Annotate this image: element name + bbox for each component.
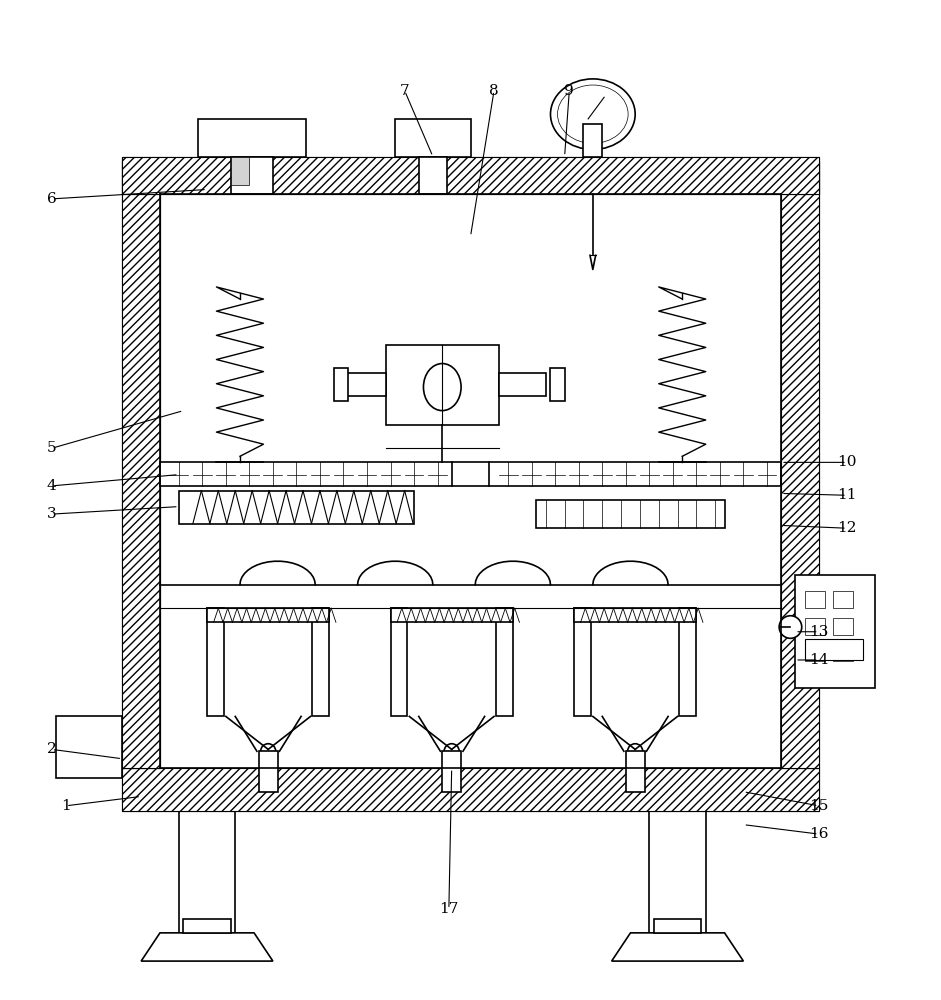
Bar xyxy=(339,373,386,396)
Bar xyxy=(122,157,819,194)
Bar xyxy=(833,591,853,608)
Text: 12: 12 xyxy=(837,521,856,535)
Bar xyxy=(56,716,122,778)
Text: 2: 2 xyxy=(47,742,56,756)
Bar xyxy=(391,608,513,622)
Bar xyxy=(550,368,565,401)
Bar xyxy=(795,575,875,688)
Circle shape xyxy=(628,744,643,759)
Bar xyxy=(805,644,825,661)
Text: 6: 6 xyxy=(47,192,56,206)
Bar xyxy=(183,919,231,933)
Bar xyxy=(496,608,513,716)
Bar xyxy=(574,608,591,716)
Text: 13: 13 xyxy=(809,625,828,639)
Bar xyxy=(231,157,273,194)
Bar xyxy=(442,751,461,792)
Bar xyxy=(386,345,499,425)
Bar xyxy=(626,751,645,792)
Bar xyxy=(179,491,414,524)
Text: 3: 3 xyxy=(47,507,56,521)
Text: 8: 8 xyxy=(489,84,499,98)
Bar xyxy=(805,618,825,635)
Ellipse shape xyxy=(423,364,461,411)
Text: 14: 14 xyxy=(809,653,828,667)
Bar xyxy=(649,811,706,933)
Text: 11: 11 xyxy=(837,488,856,502)
Circle shape xyxy=(261,744,276,759)
Bar xyxy=(833,618,853,635)
Bar xyxy=(231,157,249,185)
Circle shape xyxy=(444,744,459,759)
Bar xyxy=(805,639,863,660)
Bar xyxy=(654,919,701,933)
Bar xyxy=(179,811,235,933)
Polygon shape xyxy=(141,933,273,961)
Text: 10: 10 xyxy=(837,455,856,469)
Bar xyxy=(499,373,546,396)
Bar xyxy=(198,119,306,157)
Bar xyxy=(781,161,819,768)
Bar xyxy=(122,161,160,768)
Text: 17: 17 xyxy=(439,902,458,916)
Text: 9: 9 xyxy=(565,84,574,98)
Bar xyxy=(122,768,819,811)
Bar xyxy=(489,462,781,486)
Bar xyxy=(583,124,602,157)
Text: 16: 16 xyxy=(809,827,828,841)
Bar xyxy=(833,644,853,661)
Bar xyxy=(536,500,725,528)
Bar xyxy=(574,608,696,622)
Bar xyxy=(391,608,407,716)
Bar xyxy=(805,591,825,608)
Bar xyxy=(312,608,329,716)
Text: 1: 1 xyxy=(61,799,71,813)
Bar xyxy=(334,368,348,401)
Polygon shape xyxy=(612,933,743,961)
Bar xyxy=(207,608,329,622)
Circle shape xyxy=(779,616,802,638)
Bar xyxy=(207,608,224,716)
Ellipse shape xyxy=(550,79,635,149)
Ellipse shape xyxy=(557,85,629,143)
Bar xyxy=(160,462,452,486)
Text: 5: 5 xyxy=(47,441,56,455)
Bar xyxy=(679,608,696,716)
Bar xyxy=(395,119,470,157)
Bar xyxy=(259,751,278,792)
Bar xyxy=(419,157,447,194)
Text: 15: 15 xyxy=(809,799,828,813)
Text: 4: 4 xyxy=(47,479,56,493)
Text: 7: 7 xyxy=(400,84,409,98)
